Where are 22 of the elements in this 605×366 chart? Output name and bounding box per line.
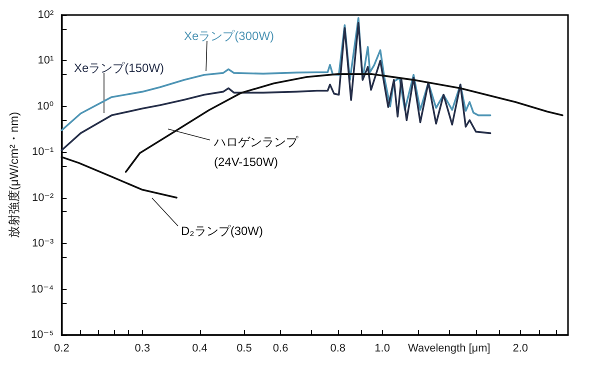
x-tick-label: 1.0 [374,342,390,354]
x-tick-label: 2.0 [512,342,528,354]
text: Xeランプ(150W) [74,61,164,75]
y-tick-label: 10⁻³ [32,238,54,250]
y-tick-label: 10⁰ [37,100,54,112]
y-tick-label: 10⁻² [32,192,54,204]
y-axis-title: 放射強度(μW/cm²・nm) [7,112,21,238]
y-tick-label: 10¹ [38,54,54,67]
x-tick-label: 0.6 [272,342,288,354]
text: Xeランプ(300W) [184,29,274,43]
x-tick-label: 0.5 [236,342,252,354]
x-tick-label: 0.8 [330,342,346,354]
text: D₂ランプ(30W) [181,224,263,238]
x-tick-label: 0.4 [192,342,208,354]
x-tick-label: 0.3 [134,342,150,354]
series-label: ハロゲンランプ (24V-150W) [213,135,299,169]
y-tick-label: 10⁻⁴ [30,283,54,296]
y-tick-label: 10⁻¹ [32,146,54,158]
y-tick-label: 10⁻⁵ [31,329,54,341]
y-tick-label: 10² [38,9,54,21]
x-tick-label: 0.2 [54,342,70,354]
x-axis-title: Wavelength [μm] [408,342,490,354]
